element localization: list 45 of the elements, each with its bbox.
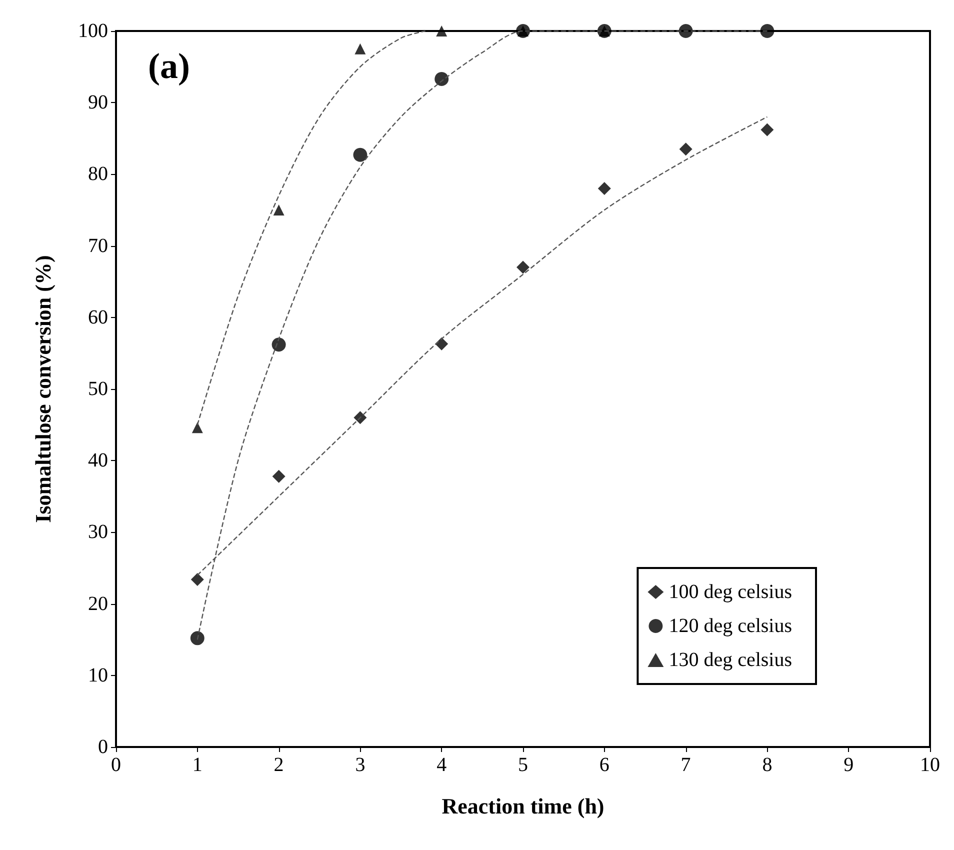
point [760, 24, 774, 38]
point [353, 148, 368, 162]
x-tick-label: 10 [920, 754, 940, 776]
x-tick-label: 5 [518, 754, 528, 776]
y-tick-label: 60 [88, 306, 108, 328]
x-tick-label: 3 [355, 754, 366, 776]
x-tick-label: 2 [274, 754, 284, 776]
point [272, 470, 286, 483]
x-tick-label: 9 [844, 754, 854, 776]
point [678, 24, 693, 38]
y-tick-label: 80 [88, 163, 108, 186]
y-tick-label: 10 [88, 664, 108, 686]
point [354, 411, 367, 424]
y-tick-label: 20 [88, 592, 108, 615]
point [516, 260, 530, 274]
x-tick-label: 8 [762, 754, 772, 776]
point [190, 631, 204, 646]
annotation: (a) [148, 46, 190, 86]
x-tick-label: 6 [599, 754, 610, 776]
y-tick-label: 100 [78, 20, 108, 42]
point [436, 26, 448, 36]
y-axis-title: Isomaltulose conversion (%) [30, 255, 56, 523]
point [273, 204, 284, 216]
y-tick-label: 50 [88, 378, 108, 400]
x-tick-label: 7 [680, 754, 691, 776]
point [434, 72, 449, 86]
x-tick-label: 1 [192, 754, 202, 776]
point [760, 123, 774, 136]
point [435, 337, 448, 350]
y-tick-label: 90 [88, 92, 108, 114]
point [354, 43, 366, 54]
legend-label: 100 deg celsius [668, 581, 792, 603]
x-axis-title: Reaction time (h) [442, 794, 604, 818]
point [192, 422, 203, 434]
y-tick-label: 70 [88, 234, 108, 257]
legend-label: 120 deg celsius [668, 615, 792, 637]
point [679, 142, 692, 156]
point [272, 338, 286, 352]
legend-label: 130 deg celsius [668, 649, 792, 671]
x-tick-label: 4 [436, 754, 447, 776]
y-tick-label: 0 [98, 736, 108, 758]
y-tick-label: 40 [88, 450, 108, 472]
point [190, 572, 204, 586]
point [598, 182, 611, 196]
y-tick-label: 30 [88, 521, 108, 544]
